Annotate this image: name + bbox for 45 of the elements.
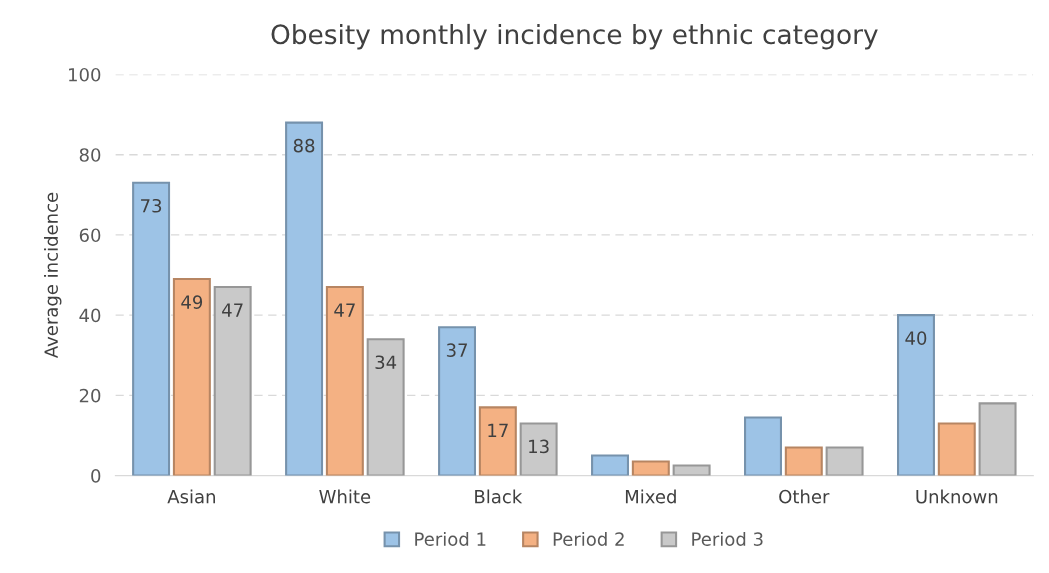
legend-label: Period 2 [553, 531, 624, 546]
x-tick-label: Black [475, 489, 523, 504]
data-label: 47 [334, 303, 355, 317]
y-tick-label: 60 [79, 228, 101, 243]
bar [825, 446, 864, 476]
bar [132, 181, 171, 476]
data-label: 37 [446, 343, 467, 358]
x-tick-label: Mixed [625, 489, 676, 504]
bar [896, 314, 935, 476]
data-label: 17 [488, 423, 508, 437]
bar [213, 286, 252, 476]
legend-label: Period 3 [692, 531, 763, 546]
y-tick-label: 0 [91, 469, 101, 483]
bar [366, 338, 405, 476]
bar [744, 416, 782, 476]
data-label: 40 [905, 331, 927, 345]
chart-title: Obesity monthly incidence by ethnic category [271, 23, 878, 50]
bar [631, 460, 670, 476]
x-tick-label: Asian [167, 489, 215, 504]
bar [672, 464, 711, 476]
bar [784, 446, 823, 476]
bar [438, 326, 477, 476]
bar [519, 422, 558, 476]
data-label: 49 [181, 295, 203, 309]
bar [591, 454, 630, 476]
x-tick-label: Unknown [916, 489, 998, 504]
legend-label: Period 1 [415, 531, 486, 546]
bar [325, 286, 364, 476]
data-label: 47 [222, 303, 243, 317]
y-tick-label: 20 [79, 388, 101, 403]
y-tick-label: 40 [79, 308, 101, 323]
bar [478, 406, 517, 476]
bar [172, 278, 211, 476]
data-label: 73 [141, 198, 162, 213]
x-tick-label: White [319, 489, 371, 504]
y-axis-title: Average incidence [44, 192, 62, 359]
data-label: 34 [375, 355, 397, 370]
x-tick-label: Other [779, 489, 830, 504]
y-tick-label: 100 [69, 67, 101, 82]
bar [937, 422, 976, 476]
data-label: 88 [293, 138, 315, 153]
data-label: 13 [529, 439, 549, 454]
y-tick-label: 80 [79, 148, 101, 162]
bar [978, 402, 1017, 476]
bar [285, 121, 324, 476]
